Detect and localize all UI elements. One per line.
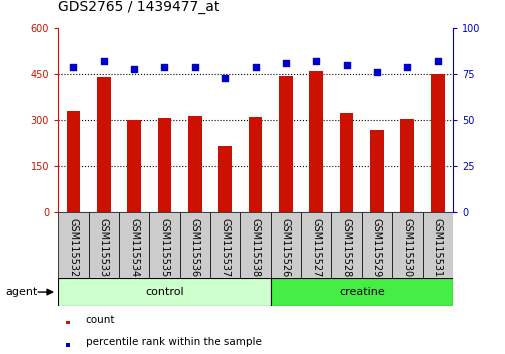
Text: GSM115537: GSM115537 — [220, 218, 230, 277]
Bar — [279, 76, 292, 212]
Bar — [391, 212, 422, 278]
Bar — [66, 343, 70, 347]
Bar — [300, 212, 331, 278]
Point — [69, 64, 77, 70]
Text: GSM115527: GSM115527 — [311, 218, 321, 277]
Text: GSM115534: GSM115534 — [129, 218, 139, 277]
Text: GSM115526: GSM115526 — [280, 218, 290, 277]
Bar — [66, 321, 70, 324]
Bar — [58, 278, 270, 306]
Point — [312, 59, 320, 64]
Bar — [97, 78, 111, 212]
Text: agent: agent — [5, 287, 37, 297]
Bar — [179, 212, 210, 278]
Bar — [67, 111, 80, 212]
Point — [402, 64, 411, 70]
Text: GSM115538: GSM115538 — [250, 218, 260, 277]
Text: GSM115528: GSM115528 — [341, 218, 351, 277]
Point — [99, 59, 108, 64]
Point — [281, 61, 289, 66]
Point — [160, 64, 168, 70]
Bar — [188, 116, 201, 212]
Bar — [158, 118, 171, 212]
Text: GSM115531: GSM115531 — [432, 218, 442, 277]
Bar — [127, 120, 140, 212]
Text: GSM115530: GSM115530 — [401, 218, 412, 277]
Bar — [58, 212, 88, 278]
Text: count: count — [86, 315, 115, 325]
Point — [130, 66, 138, 72]
Bar — [339, 113, 352, 212]
Point — [190, 64, 198, 70]
Point — [372, 70, 380, 75]
Bar — [309, 71, 323, 212]
Bar — [422, 212, 452, 278]
Text: GSM115536: GSM115536 — [189, 218, 199, 277]
Bar — [370, 130, 383, 212]
Bar — [119, 212, 149, 278]
Point — [221, 75, 229, 81]
Text: creatine: creatine — [338, 287, 384, 297]
Bar — [210, 212, 240, 278]
Bar — [361, 212, 391, 278]
Bar — [270, 212, 300, 278]
Text: GSM115533: GSM115533 — [98, 218, 109, 277]
Text: GSM115532: GSM115532 — [68, 218, 78, 277]
Bar — [149, 212, 179, 278]
Bar — [430, 74, 444, 212]
Bar — [400, 119, 414, 212]
Point — [251, 64, 259, 70]
Text: GDS2765 / 1439477_at: GDS2765 / 1439477_at — [58, 0, 219, 14]
Bar — [248, 117, 262, 212]
Text: GSM115529: GSM115529 — [371, 218, 381, 277]
Text: percentile rank within the sample: percentile rank within the sample — [86, 337, 261, 347]
Bar — [270, 278, 452, 306]
Text: control: control — [145, 287, 183, 297]
Bar — [218, 147, 232, 212]
Bar — [88, 212, 119, 278]
Bar — [240, 212, 270, 278]
Bar — [331, 212, 361, 278]
Point — [342, 62, 350, 68]
Text: GSM115535: GSM115535 — [159, 218, 169, 277]
Point — [433, 59, 441, 64]
